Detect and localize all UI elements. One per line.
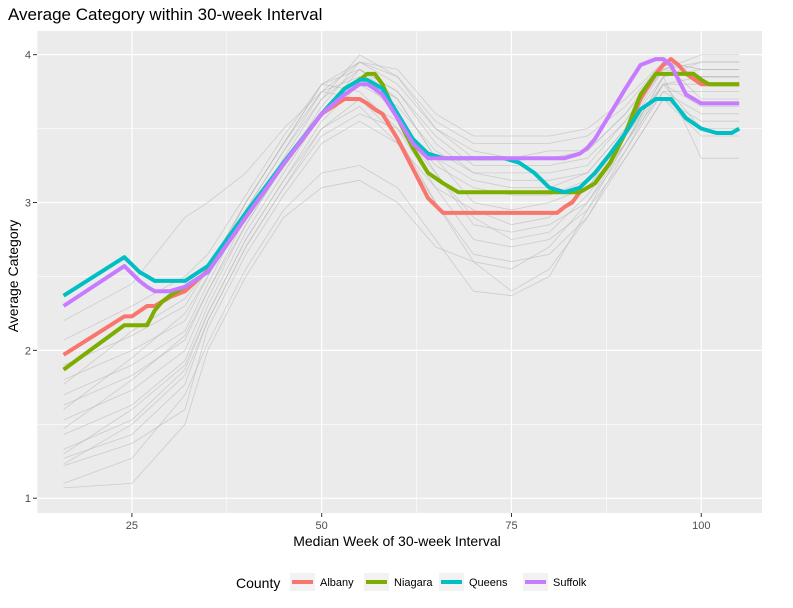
legend-label-suffolk: Suffolk	[553, 577, 587, 589]
y-tick-label: 4	[25, 50, 31, 62]
series-line-suffolk	[62, 57, 740, 308]
y-axis-ticks: 1 2 3 4	[25, 50, 37, 505]
background-series-line	[63, 61, 740, 421]
background-series-line	[63, 61, 740, 410]
y-tick-label: 2	[25, 345, 31, 357]
legend-label-queens: Queens	[469, 577, 508, 589]
x-tick-label: 75	[505, 520, 517, 532]
x-tick-label: 100	[692, 520, 710, 532]
x-axis-ticks: 25 50 75 100	[126, 513, 710, 532]
legend: County Albany Niagara Queens Suffolk	[236, 573, 587, 591]
x-axis-label: Median Week of 30-week Interval	[293, 533, 501, 549]
background-series-line	[63, 91, 740, 489]
y-tick-label: 3	[25, 198, 31, 210]
x-tick-label: 50	[316, 520, 328, 532]
legend-label-niagara: Niagara	[394, 577, 433, 589]
county-series-lines	[62, 57, 741, 372]
minor-gridlines	[36, 31, 762, 513]
chart-title: Average Category within 30-week Interval	[8, 5, 322, 24]
x-tick-label: 25	[126, 520, 138, 532]
background-series-line	[63, 61, 740, 396]
plot-panel	[37, 31, 762, 513]
legend-label-albany: Albany	[320, 577, 354, 589]
legend-title: County	[236, 575, 280, 591]
background-series-line	[63, 91, 740, 322]
y-tick-label: 1	[25, 493, 31, 505]
y-axis-label: Average Category	[5, 220, 21, 333]
